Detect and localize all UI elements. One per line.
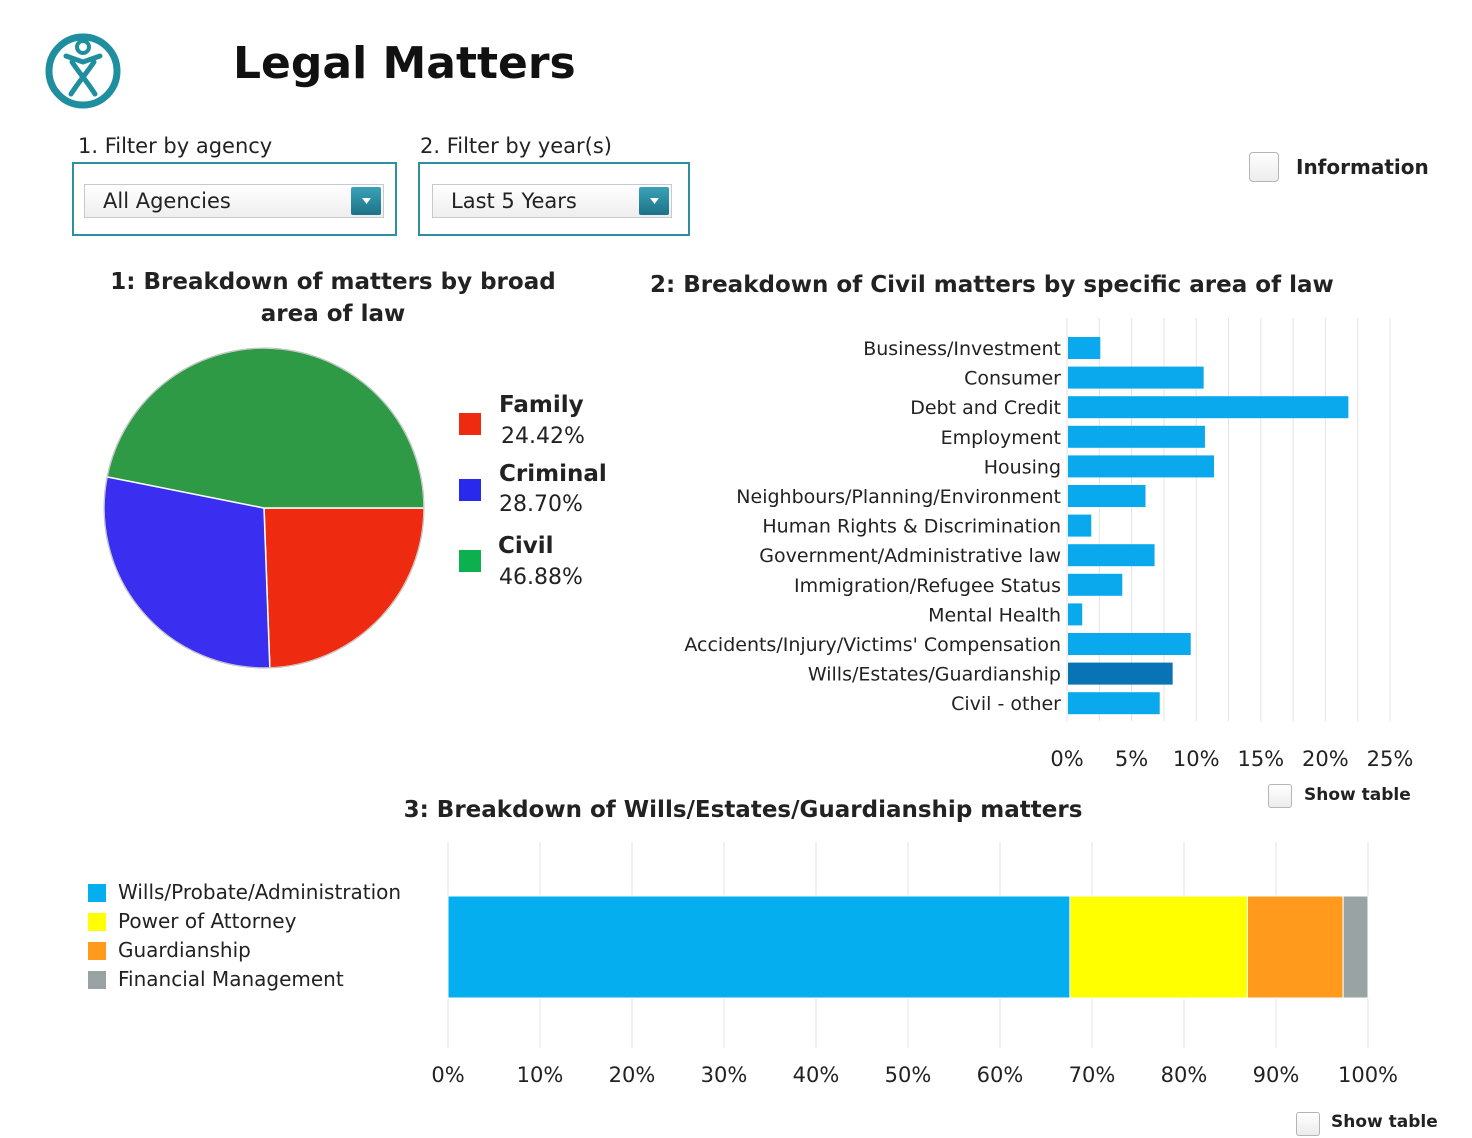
bar-x-tick: 25% [1367,747,1414,771]
show-table-checkbox-chart3[interactable] [1296,1112,1320,1136]
legend-swatch-civil [459,550,481,572]
agency-select-value: All Agencies [103,189,231,213]
agency-dropdown-button[interactable] [351,187,381,215]
bar-consumer[interactable] [1068,366,1204,389]
show-table-label-chart2: Show table [1304,785,1411,805]
stack-segment-wills-probate-administration[interactable] [447,895,1071,999]
legend-name-criminal: Criminal [499,461,607,487]
stack-x-tick: 10% [517,1063,564,1087]
legend3-swatch-financial [88,971,106,989]
information-label: Information [1296,155,1429,179]
bar-mental-health[interactable] [1068,603,1083,626]
bar-business-investment[interactable] [1068,337,1101,359]
pie-chart-title: 1: Breakdown of matters by broad area of… [110,269,556,327]
year-filter-label: 2. Filter by year(s) [420,134,613,158]
stack-x-tick: 100% [1338,1063,1398,1087]
stack-segment-financial-management[interactable] [1342,895,1369,999]
bar-category-label: Civil - other [951,693,1061,715]
bar-x-tick: 5% [1115,747,1148,771]
bar-government-administrative-law[interactable] [1068,544,1155,567]
legend3-swatch-wills [88,884,106,902]
bar-debt-and-credit[interactable] [1068,396,1349,419]
legend-pct-criminal: 28.70% [499,492,583,517]
bar-neighbours-planning-environment[interactable] [1068,485,1146,507]
chevron-down-icon [362,198,371,204]
legend3-name-financial: Financial Management [118,967,344,991]
stack-segment-guardianship[interactable] [1246,895,1344,999]
stack-x-tick: 40% [793,1063,840,1087]
agency-filter-label: 1. Filter by agency [78,134,273,158]
information-checkbox[interactable] [1249,152,1279,182]
bar-category-label: Employment [941,427,1061,449]
year-filter-box: Last 5 Years [418,162,690,236]
civil-bar-chart: Business/Investment Consumer Debt and Cred… [684,318,1414,771]
show-table-checkbox-chart2[interactable] [1268,784,1292,808]
pie-outline [103,347,425,669]
wills-stacked-chart: 0% 10% 20% 30% 40% 50% 60% 70% 80% 90% 100% [431,842,1398,1087]
bar-employment[interactable] [1068,425,1205,448]
stack-segment-power-of-attorney[interactable] [1069,895,1248,999]
civil-bar-chart-title: 2: Breakdown of Civil matters by specifi… [650,272,1334,298]
bar-category-label: Mental Health [928,604,1061,626]
legend3-name-guardianship: Guardianship [118,938,251,962]
bar-x-tick: 0% [1050,747,1083,771]
stack-x-tick: 70% [1069,1063,1116,1087]
chevron-down-icon [650,198,659,204]
bar-housing[interactable] [1068,455,1214,478]
legend3-swatch-poa [88,913,106,931]
agency-filter-box: All Agencies [72,162,397,236]
wills-stacked-chart-title: 3: Breakdown of Wills/Estates/Guardiansh… [403,797,1083,823]
stack-x-tick: 50% [885,1063,932,1087]
bar-category-label: Neighbours/Planning/Environment [736,486,1061,508]
stack-x-tick: 30% [701,1063,748,1087]
agency-select[interactable]: All Agencies [84,184,384,218]
legend3-name-poa: Power of Attorney [118,909,297,933]
legend-pct-family: 24.42% [501,424,585,449]
bar-category-label: Debt and Credit [910,397,1061,419]
bar-x-tick: 10% [1173,747,1220,771]
pie-slice-criminal[interactable] [103,475,271,669]
bar-category-label: Consumer [964,368,1061,390]
year-select[interactable]: Last 5 Years [432,184,672,218]
pie-slice-family[interactable] [263,507,425,669]
page-title: Legal Matters [233,38,576,89]
bar-wills-estates-guardianship[interactable] [1068,662,1173,685]
bar-x-tick: 15% [1237,747,1284,771]
year-dropdown-button[interactable] [639,187,669,215]
legend-swatch-criminal [459,479,481,501]
legend-pct-civil: 46.88% [499,565,583,590]
bar-category-label: Business/Investment [863,338,1061,360]
logo-icon [44,32,122,110]
legend-name-civil: Civil [498,533,554,559]
bar-civil-other[interactable] [1068,692,1160,715]
pie-chart [103,347,425,669]
pie-slice-civil[interactable] [106,347,425,509]
bar-human-rights-discrimination[interactable] [1068,514,1092,537]
legend-swatch-family [459,413,481,435]
bar-immigration-refugee-status[interactable] [1068,573,1123,596]
bar-category-label: Government/Administrative law [759,545,1061,567]
stack-x-tick: 80% [1161,1063,1208,1087]
bar-accidents-injury-victims-compensation[interactable] [1068,633,1191,655]
stack-x-tick: 20% [609,1063,656,1087]
stack-x-tick: 60% [977,1063,1024,1087]
bar-category-label: Accidents/Injury/Victims' Compensation [684,634,1061,656]
show-table-label-chart3: Show table [1331,1112,1438,1132]
bar-x-tick: 20% [1302,747,1349,771]
legend3-name-wills: Wills/Probate/Administration [118,880,402,904]
stack-x-tick: 90% [1253,1063,1300,1087]
bar-category-label: Immigration/Refugee Status [794,575,1061,597]
year-select-value: Last 5 Years [451,189,577,213]
bar-category-label: Human Rights & Discrimination [762,516,1061,538]
bar-category-label: Housing [984,456,1061,478]
legend-name-family: Family [499,392,584,418]
bar-category-label: Wills/Estates/Guardianship [808,664,1061,686]
stack-x-tick: 0% [431,1063,464,1087]
legend3-swatch-guardianship [88,942,106,960]
